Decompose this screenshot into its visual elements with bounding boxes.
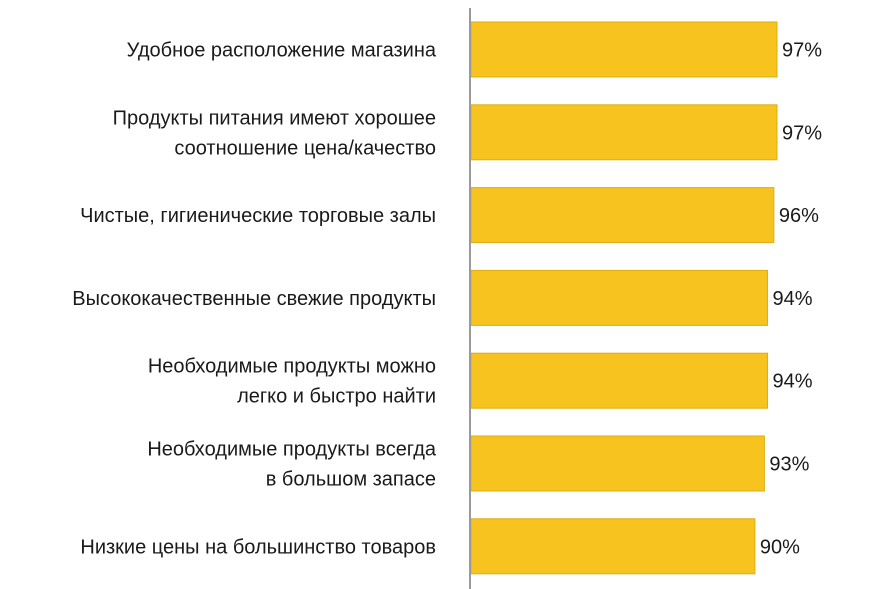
category-label-2-line-2: соотношение цена/качество xyxy=(174,137,436,159)
value-label-6: 93% xyxy=(769,454,809,476)
bar-7 xyxy=(470,518,756,575)
category-label-6: Необходимые продукты всегда в большом зап… xyxy=(147,439,437,491)
category-label-6-line-1: Необходимые продукты всегда xyxy=(147,439,437,461)
bar-5 xyxy=(470,352,769,409)
category-labels-group: Удобное расположение магазина Продукты пи… xyxy=(72,40,437,559)
category-label-5-line-2: легко и быстро найти xyxy=(237,386,436,408)
category-label-1: Удобное расположение магазина xyxy=(127,40,437,62)
category-label-7: Низкие цены на большинство товаров xyxy=(80,536,436,558)
value-label-4: 94% xyxy=(773,288,813,310)
value-label-3: 96% xyxy=(779,205,819,227)
category-label-2: Продукты питания имеют хорошее соотношени… xyxy=(113,107,436,159)
bar-2 xyxy=(470,104,778,161)
value-label-5: 94% xyxy=(773,371,813,393)
category-label-5: Необходимые продукты можно легко и быстро… xyxy=(148,356,436,408)
bars-group xyxy=(470,21,778,575)
category-label-6-line-2: в большом запасе xyxy=(266,469,436,491)
category-label-1-line-1: Удобное расположение магазина xyxy=(127,40,437,62)
value-label-1: 97% xyxy=(782,40,822,62)
bar-1 xyxy=(470,21,778,78)
category-label-5-line-1: Необходимые продукты можно xyxy=(148,356,436,378)
category-label-3-line-1: Чистые, гигиенические торговые залы xyxy=(80,205,436,227)
category-label-3: Чистые, гигиенические торговые залы xyxy=(80,205,436,227)
category-label-7-line-1: Низкие цены на большинство товаров xyxy=(80,536,436,558)
bar-6 xyxy=(470,435,765,492)
category-label-4: Высококачественные свежие продукты xyxy=(72,288,436,310)
bar-3 xyxy=(470,187,775,244)
value-label-7: 90% xyxy=(760,536,800,558)
category-label-2-line-1: Продукты питания имеют хорошее xyxy=(113,107,436,129)
value-labels-group: 97% 97% 96% 94% 94% 93% 90% xyxy=(760,40,822,559)
category-label-4-line-1: Высококачественные свежие продукты xyxy=(72,288,436,310)
value-label-2: 97% xyxy=(782,122,822,144)
bar-4 xyxy=(470,269,769,326)
